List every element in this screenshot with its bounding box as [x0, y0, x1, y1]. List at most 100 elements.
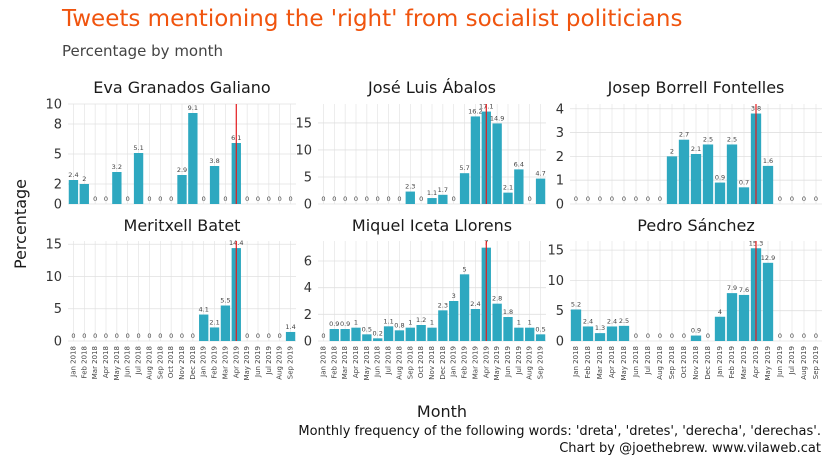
bar-value-label: 0	[790, 195, 794, 203]
bar-value-label: 2.1	[503, 184, 513, 192]
bar	[503, 317, 513, 341]
bar	[209, 327, 220, 341]
bar-value-label: 0	[452, 195, 456, 203]
bar-value-label: 2.3	[405, 183, 415, 191]
bar-value-label: 1.3	[595, 324, 605, 332]
x-tick-label: May 2018	[620, 346, 628, 381]
facet-title: Meritxell Batet	[124, 216, 241, 235]
bar-value-label: 5.2	[571, 300, 581, 308]
x-tick-label: Oct 2018	[417, 346, 425, 378]
x-tick-label: Jul 2018	[135, 346, 143, 376]
bar	[177, 175, 187, 204]
x-tick-label: Jul 2018	[385, 346, 393, 376]
bar	[133, 153, 144, 204]
x-tick-label: Jul 2019	[515, 346, 523, 376]
caption-line-1: Monthly frequency of the following words…	[298, 424, 821, 439]
bar-value-label: 0	[82, 332, 86, 340]
x-tick-label: Oct 2018	[680, 346, 688, 378]
bar-value-label: 0	[256, 195, 260, 203]
x-tick-label: Feb 2019	[728, 346, 736, 378]
bar	[726, 144, 738, 204]
y-tick-label: 5	[556, 304, 564, 319]
bar-value-label: 0	[598, 195, 602, 203]
bar-value-label: 1.7	[438, 186, 448, 194]
x-tick-label: Apr 2019	[482, 346, 490, 378]
bar-value-label: 9.1	[188, 104, 198, 112]
x-tick-label: May 2018	[113, 346, 121, 381]
bar-value-label: 2.1	[209, 318, 219, 326]
bar-value-label: 1	[430, 319, 434, 327]
bar	[738, 294, 750, 341]
bar-value-label: 0	[245, 195, 249, 203]
bar-value-label: 0	[610, 195, 614, 203]
bar	[68, 180, 79, 204]
bar-value-label: 0	[634, 195, 638, 203]
bar-value-label: 1.1	[427, 189, 437, 197]
bar	[618, 325, 630, 341]
facet-title: Miquel Iceta Llorens	[352, 216, 512, 235]
bar-value-label: 7.6	[739, 286, 749, 294]
bar	[188, 113, 198, 204]
x-tick-label: Sep 2018	[156, 346, 164, 379]
bar	[438, 310, 448, 341]
x-tick-label: Jan 2018	[69, 346, 77, 378]
bar-value-label: 0	[321, 195, 325, 203]
bar-value-label: 1.6	[763, 157, 773, 165]
bar-value-label: 0.9	[329, 320, 339, 328]
bar-value-label: 2	[82, 175, 86, 183]
x-tick-label: Nov 2018	[692, 346, 700, 380]
bar-value-label: 0	[397, 195, 401, 203]
facet-title: José Luis Ábalos	[367, 78, 496, 97]
x-tick-label: May 2018	[363, 346, 371, 381]
bar	[570, 309, 582, 341]
bar-value-label: 1.2	[416, 316, 426, 324]
bar-value-label: 14.9	[490, 114, 504, 122]
bar-value-label: 0	[180, 332, 184, 340]
y-tick-label: 5	[54, 148, 62, 163]
bar	[470, 116, 481, 204]
bar-value-label: 0	[365, 195, 369, 203]
bar-value-label: 0	[126, 195, 130, 203]
x-tick-label: Aug 2019	[276, 346, 284, 380]
bar-value-label: 1	[408, 319, 412, 327]
bar-value-label: 0	[267, 195, 271, 203]
bar-value-label: 0	[778, 195, 782, 203]
bar	[416, 325, 426, 341]
y-tick-label: 4	[556, 102, 564, 117]
y-tick-label: 3	[556, 126, 564, 141]
y-axis-title: Percentage	[11, 179, 30, 269]
bar-value-label: 1	[354, 319, 358, 327]
x-tick-label: Apr 2018	[608, 346, 616, 378]
bar-value-label: 2.9	[177, 166, 187, 174]
bar-value-label: 0	[137, 332, 141, 340]
bar-value-label: 0	[245, 332, 249, 340]
bar-value-label: 0	[169, 195, 173, 203]
bar	[678, 139, 690, 204]
bar-value-label: 2.4	[68, 171, 78, 179]
bar-value-label: 1	[517, 319, 521, 327]
y-tick-label: 0	[304, 335, 312, 350]
bar	[351, 327, 361, 341]
bar-value-label: 2.8	[492, 295, 502, 303]
bar	[394, 330, 405, 341]
bar-value-label: 0	[778, 332, 782, 340]
y-tick-label: 10	[45, 98, 62, 113]
bar-value-label: 0.9	[715, 174, 725, 182]
bar-value-label: 2.7	[679, 131, 689, 139]
bar-value-label: 1.8	[503, 308, 513, 316]
bar	[220, 305, 231, 341]
bar-value-label: 0	[321, 332, 325, 340]
bar-value-label: 12.9	[761, 254, 775, 262]
bar	[362, 334, 372, 341]
bar-value-label: 0	[223, 195, 227, 203]
bar-value-label: 5.5	[220, 297, 230, 305]
bar-value-label: 0	[332, 195, 336, 203]
bar-value-label: 0	[802, 195, 806, 203]
y-tick-label: 2	[556, 150, 564, 165]
bar-value-label: 0	[814, 195, 818, 203]
x-tick-label: Jan 2019	[716, 346, 724, 378]
bar	[199, 314, 209, 341]
bar-value-label: 2.5	[727, 135, 737, 143]
x-tick-label: Jan 2019	[200, 346, 208, 378]
facet-title: Josep Borrell Fontelles	[607, 78, 785, 97]
